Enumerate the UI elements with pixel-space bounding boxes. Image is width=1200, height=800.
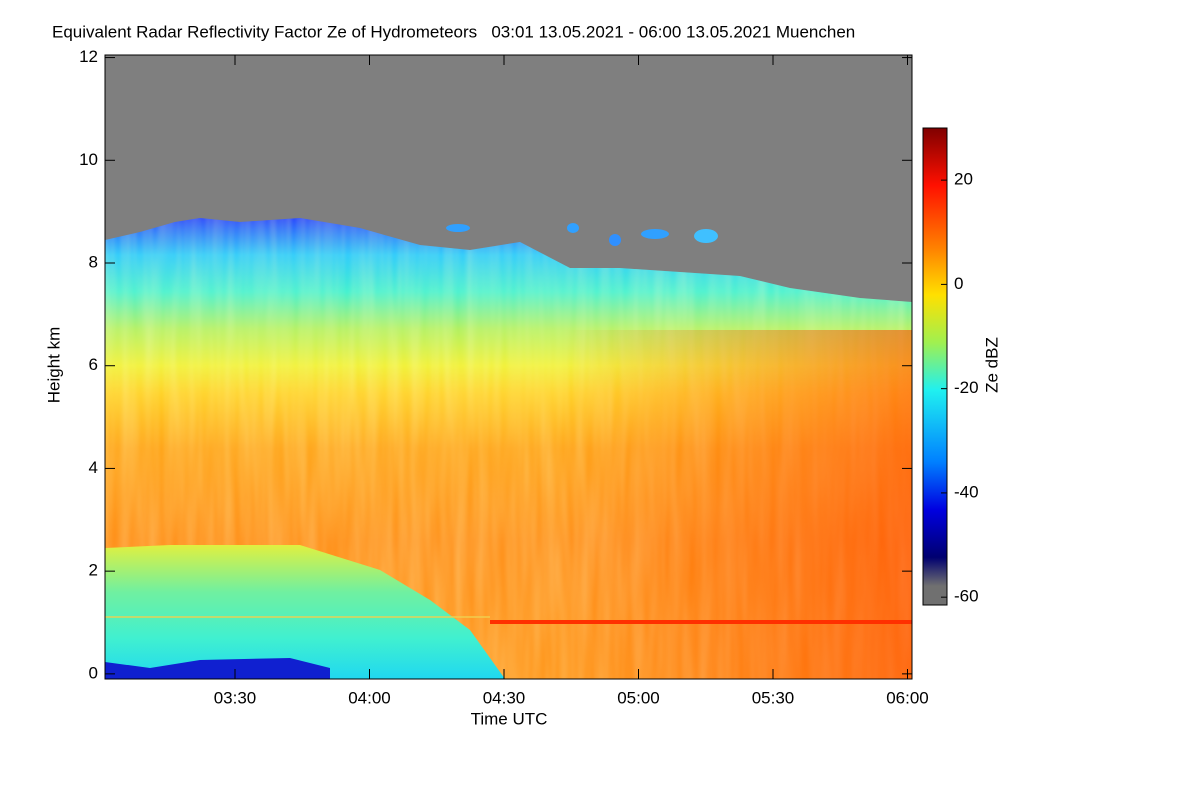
y-axis-label: Height km bbox=[44, 327, 63, 404]
colorbar-label: Ze dBZ bbox=[982, 337, 1001, 393]
colorbar-tick-label: 20 bbox=[954, 170, 973, 189]
y-tick-label: 0 bbox=[89, 663, 98, 682]
y-tick-label: 6 bbox=[89, 355, 98, 374]
x-tick-label: 04:30 bbox=[483, 688, 526, 707]
y-tick-label: 10 bbox=[79, 150, 98, 169]
x-tick-label: 04:00 bbox=[348, 688, 391, 707]
x-tick-label: 03:30 bbox=[214, 688, 257, 707]
reflectivity-field bbox=[105, 55, 912, 679]
colorbar bbox=[922, 127, 948, 606]
chart-title: Equivalent Radar Reflectivity Factor Ze … bbox=[52, 22, 855, 41]
colorbar-tick-label: -20 bbox=[954, 378, 979, 397]
x-tick-label: 06:00 bbox=[886, 688, 929, 707]
y-tick-label: 12 bbox=[79, 47, 98, 66]
colorbar-tick-label: 0 bbox=[954, 274, 963, 293]
y-tick-label: 2 bbox=[89, 561, 98, 580]
y-tick-label: 4 bbox=[89, 458, 98, 477]
x-axis-label: Time UTC bbox=[471, 709, 548, 728]
colorbar-tick-label: -60 bbox=[954, 587, 979, 606]
plot-frame bbox=[104, 54, 913, 680]
y-tick-label: 8 bbox=[89, 252, 98, 271]
x-tick-label: 05:30 bbox=[752, 688, 795, 707]
colorbar-tick-label: -40 bbox=[954, 482, 979, 501]
x-tick-label: 05:00 bbox=[617, 688, 660, 707]
